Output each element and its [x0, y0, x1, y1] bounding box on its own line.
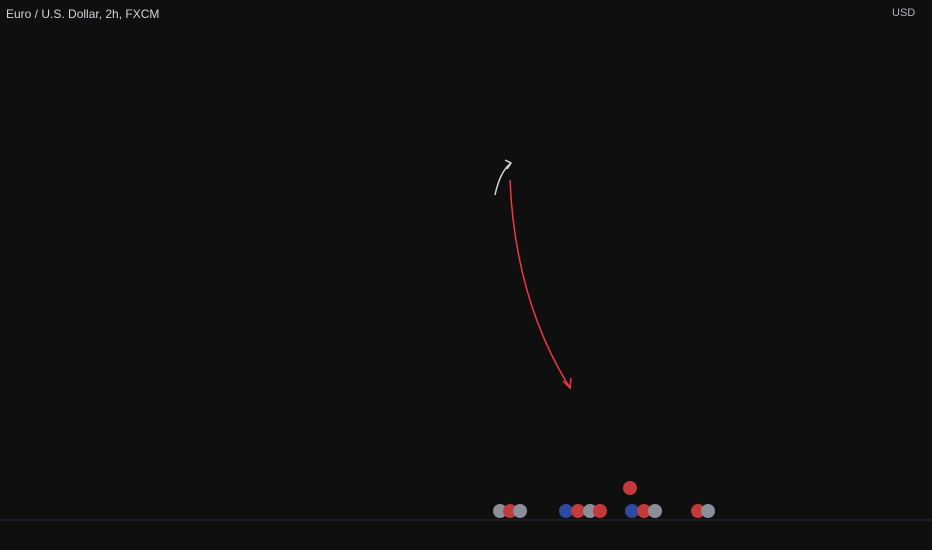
event-icon: [648, 504, 662, 518]
event-icon: [593, 504, 607, 518]
events: [493, 481, 715, 518]
event-icon: [623, 481, 637, 495]
arrow-up: [494, 163, 511, 196]
event-icon: [503, 504, 517, 518]
arrow-down: [509, 179, 571, 389]
arrow-head: [504, 159, 513, 170]
event-icon: [625, 504, 639, 518]
event-icon: [701, 504, 715, 518]
event-icon: [571, 504, 585, 518]
chart-title: Euro / U.S. Dollar, 2h, FXCM: [6, 7, 159, 21]
event-icon: [637, 504, 651, 518]
time-axis: [0, 520, 932, 550]
event-icon: [493, 504, 507, 518]
event-icon: [583, 504, 597, 518]
event-icon: [559, 504, 573, 518]
arrow-head: [562, 377, 572, 390]
currency: USD: [892, 7, 915, 19]
event-icon: [513, 504, 527, 518]
price-axis: [882, 0, 932, 520]
event-icon: [691, 504, 705, 518]
